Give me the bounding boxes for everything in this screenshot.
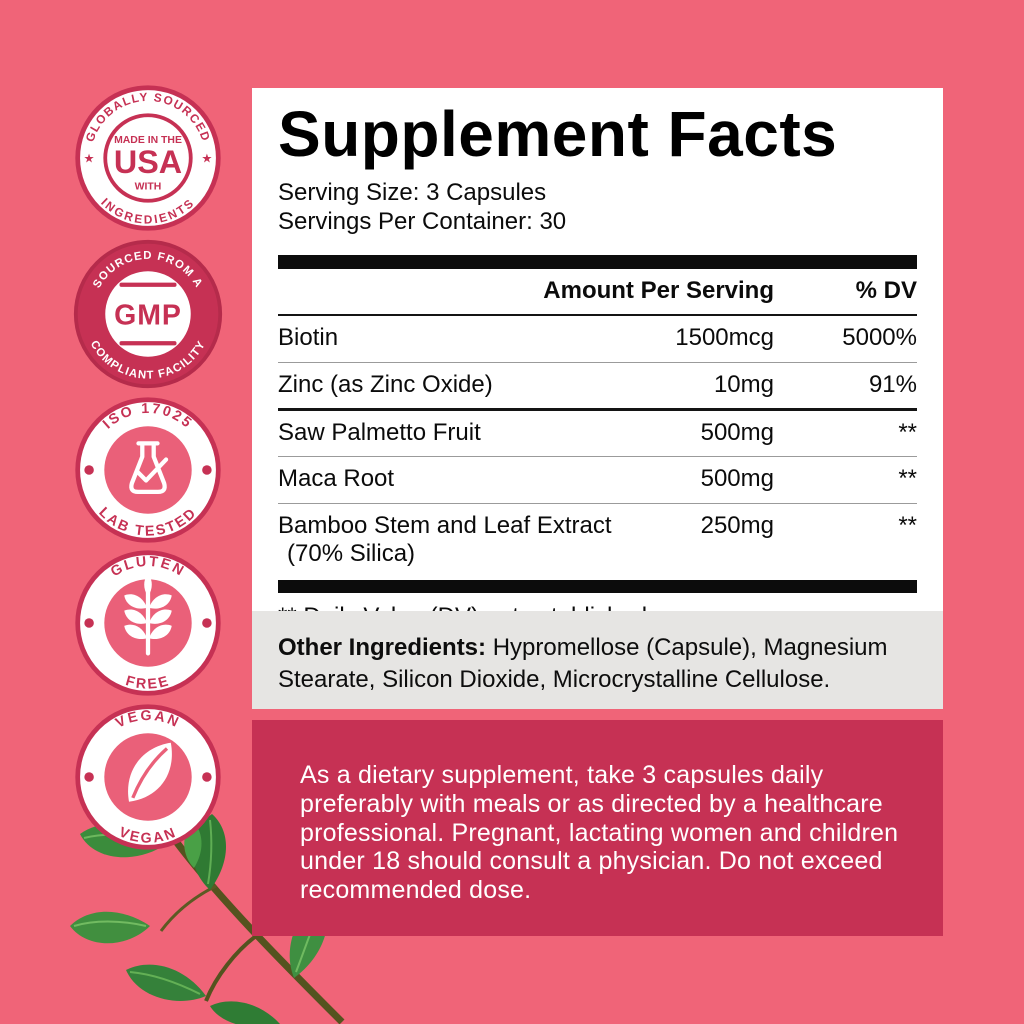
badge-inner-circle <box>105 271 191 357</box>
dot-icon <box>84 618 94 628</box>
ingredient-name: Saw Palmetto Fruit <box>278 418 481 446</box>
badge-vegan: VEGAN VEGAN <box>75 704 221 850</box>
ingredient-amount: 500mg <box>700 418 774 446</box>
badge-inner-circle <box>104 426 192 514</box>
ingredient-dv: ** <box>898 465 917 493</box>
column-header-amount: Amount Per Serving <box>543 277 774 305</box>
badge-iso-lab-tested: ISO 17025 LAB TESTED <box>75 397 221 543</box>
badge-vegan-top-text: VEGAN <box>113 708 180 732</box>
ingredient-dv: ** <box>898 511 917 539</box>
badge-inner-circle <box>103 113 193 203</box>
branch-twig <box>159 884 217 932</box>
ingredient-name: Biotin <box>278 324 339 352</box>
supplement-facts-panel: Supplement Facts Serving Size: 3 Capsule… <box>252 88 943 630</box>
badge-usa-line1: MADE IN THE <box>114 135 182 146</box>
dot-icon <box>84 465 94 475</box>
table-row: Saw Palmetto Fruit 500mg ** <box>278 411 917 458</box>
ingredient-amount: 500mg <box>700 465 774 493</box>
badge-usa-line2: USA <box>114 144 182 180</box>
dot-icon <box>202 772 212 782</box>
badge-gluten-bottom-text: FREE <box>124 673 170 693</box>
svg-text:VEGAN: VEGAN <box>113 708 183 732</box>
badge-gmp-center: GMP <box>114 299 182 331</box>
decorative-line <box>119 282 177 287</box>
ingredient-dv: ** <box>898 418 917 446</box>
ingredient-amount: 10mg <box>713 370 774 398</box>
svg-text:FREE: FREE <box>124 673 172 693</box>
star-icon: ★ <box>84 151 95 165</box>
table-row: Maca Root 500mg ** <box>278 457 917 504</box>
serving-size: Serving Size: 3 Capsules <box>278 178 547 206</box>
table-row: Bamboo Stem and Leaf Extract (70% Silica… <box>278 504 917 578</box>
ingredient-name: Maca Root <box>278 465 395 493</box>
dot-icon <box>84 772 94 782</box>
wheat-icon <box>124 572 172 656</box>
other-ingredients-label: Other Ingredients: <box>278 634 487 661</box>
dot-icon <box>202 465 212 475</box>
leaf-icon <box>128 742 172 802</box>
servings-per-container: Servings Per Container: 30 <box>278 208 567 236</box>
badge-gmp: SOURCED FROM A COMPLIANT FACILITY GMP <box>73 239 223 389</box>
dot-icon <box>202 618 212 628</box>
flask-check-icon <box>129 441 169 494</box>
decorative-line <box>119 341 177 346</box>
badge-usa-line3: WITH <box>135 181 162 192</box>
other-ingredients-section: Other Ingredients: Hypromellose (Capsule… <box>252 611 943 709</box>
panel-title: Supplement Facts <box>278 98 838 170</box>
thick-divider <box>278 580 917 594</box>
branch-twig <box>204 934 258 1002</box>
badge-gluten-free: GLUTEN FREE <box>75 550 221 696</box>
table-header-row: Amount Per Serving % DV <box>278 269 917 317</box>
ingredient-amount: 250mg <box>700 511 774 539</box>
badge-vegan-bottom-text: VEGAN <box>116 824 177 846</box>
ingredient-dv: 5000% <box>842 324 917 352</box>
table-row: Zinc (as Zinc Oxide) 10mg 91% <box>278 363 917 411</box>
ingredient-name-line2: (70% Silica) <box>287 539 416 567</box>
column-header-dv: % DV <box>855 277 917 305</box>
other-ingredients-text: Hypromellose (Capsule), Magnesium Steara… <box>278 634 888 693</box>
star-icon: ★ <box>201 151 212 165</box>
ingredient-dv: 91% <box>868 370 917 398</box>
table-row: Biotin 1500mcg 5000% <box>278 316 917 363</box>
ingredient-name: Zinc (as Zinc Oxide) <box>278 370 493 398</box>
svg-text:VEGAN: VEGAN <box>116 824 179 846</box>
badge-made-in-usa: GLOBALLY SOURCED INGREDIENTS ★ ★ MADE IN… <box>75 85 221 231</box>
directions-box: As a dietary supplement, take 3 capsules… <box>252 720 943 936</box>
directions-text: As a dietary supplement, take 3 capsules… <box>300 761 899 904</box>
thick-divider <box>278 255 917 270</box>
ingredient-name: Bamboo Stem and Leaf Extract <box>278 511 612 539</box>
ingredient-amount: 1500mcg <box>675 324 774 352</box>
